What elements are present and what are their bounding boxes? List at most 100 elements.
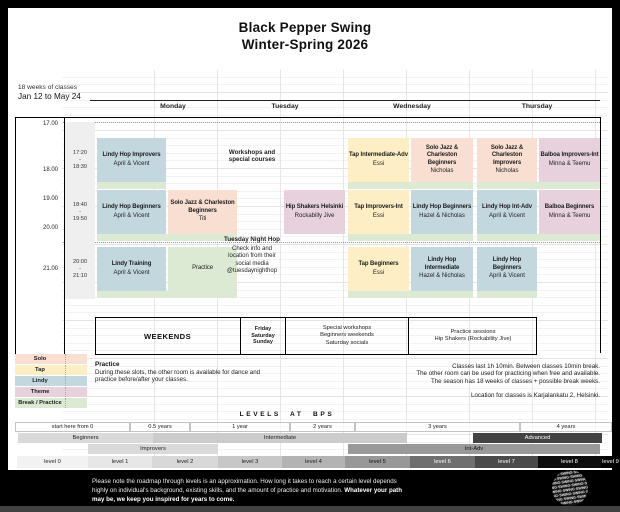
time-axis-box (15, 117, 65, 355)
time-label: 17.00 (42, 121, 58, 127)
level-cell-4: level 4 (282, 456, 345, 468)
level-cell-0: level 0 (17, 456, 88, 468)
class-cell-monday-slot2-col1: Practice (168, 247, 237, 291)
class-cell-wednesday-slot2-col1: Lindy Hop Intermediate Hazel & Nicholas (411, 247, 473, 291)
footer-note-regular: Please note the roadmap through levels i… (92, 478, 397, 494)
title-line-2: Winter-Spring 2026 (241, 37, 369, 52)
svg-text:SWING·SWING·SWING·SWING·: SWING·SWING·SWING·SWING· (551, 471, 589, 482)
level-cell-9: level 9 (601, 456, 620, 468)
legend-row-solo: Solo (15, 354, 87, 364)
break-strip (477, 291, 537, 298)
weekends-box (95, 317, 537, 355)
break-strip (348, 182, 473, 189)
info-note-line: Classes last 1h 10min. Between classes 1… (452, 363, 600, 370)
level-cell-3: level 3 (218, 456, 282, 468)
svg-text:SWING·SWING·SWING·SWING·: SWING·SWING·SWING·SWING· (551, 492, 589, 503)
class-cell-thursday-slot2-col0: Lindy Hop Beginners April & Vicent (477, 247, 537, 291)
tuesday-night-hop-title: Tuesday Night Hop (224, 236, 280, 243)
svg-text:SWING·SWING·SWING·SWING·: SWING·SWING·SWING·SWING· (551, 469, 589, 478)
band-intermediate: Intermediate (153, 433, 407, 443)
season-weeks: 18 weeks of classes (18, 84, 78, 91)
years-cell: 3 years (355, 422, 520, 432)
level-cell-2: level 2 (152, 456, 218, 468)
svg-text:SWING·SWING·SWING·SWING·: SWING·SWING·SWING·SWING· (551, 483, 589, 494)
svg-text:SWING·SWING·SWING·SWING·: SWING·SWING·SWING·SWING· (551, 480, 589, 491)
weekends-days: Friday Saturday Sunday (240, 317, 285, 355)
years-cell: 4 years (520, 422, 612, 432)
footer-note-bold: Whatever your path may be, we keep you i… (92, 487, 403, 503)
class-cell-thursday-slot0-col1: Balboa Improvers-Int Minna & Teemu (539, 138, 600, 182)
legend-label: Break / Practice (15, 398, 66, 408)
table-right-border (600, 117, 601, 353)
info-note-line: The other room can be used for practicin… (416, 370, 600, 378)
svg-text:SWING·SWING·SWING·SWING·: SWING·SWING·SWING·SWING· (551, 496, 589, 507)
day-header-rule (90, 100, 600, 101)
break-strip (97, 234, 237, 241)
info-note-line: The season has 18 weeks of classes + pos… (430, 377, 600, 385)
class-cell-monday-slot0-col0: Lindy Hop Improvers April & Vicent (97, 138, 166, 182)
break-strip (477, 234, 600, 241)
window-bottom-strip (0, 506, 620, 512)
tuesday-workshops-note: Workshops and special courses (228, 149, 276, 164)
class-cell-wednesday-slot2-col0: Tap Beginners Essi (348, 247, 409, 291)
break-strip (348, 291, 473, 298)
class-cell-wednesday-slot1-col1: Lindy Hop Beginners Hazel & Nicholas (411, 190, 473, 234)
title-line-1: Black Pepper Swing (238, 20, 372, 35)
day-header-tuesday: Tuesday (271, 103, 299, 110)
legend-label: Tap (15, 365, 66, 375)
svg-text:SWING·SWING·SWING·SWING·: SWING·SWING·SWING·SWING· (551, 488, 589, 499)
class-cell-tuesday-slot1-col1: Hip Shakers Helsinki Rockabilly Jive (284, 190, 345, 234)
level-cell-8: level 8 (538, 456, 601, 468)
legend-row-tap: Tap (15, 365, 87, 375)
class-cell-wednesday-slot0-col0: Tap Intermediate-Adv Essi (348, 138, 409, 182)
band-advanced: Advanced (473, 433, 602, 443)
break-strip (477, 182, 600, 189)
footer-note: Please note the roadmap through levels i… (92, 477, 414, 504)
class-cell-wednesday-slot1-col0: Tap Improvers-Int Essi (348, 190, 409, 234)
season-info: 18 weeks of classes Jan 12 to May 24 (18, 84, 81, 101)
season-dates: Jan 12 to May 24 (18, 92, 81, 101)
class-cell-thursday-slot1-col0: Lindy Hop Int-Adv April & Vicent (477, 190, 537, 234)
day-header-thursday: Thursday (521, 103, 553, 110)
class-cell-thursday-slot1-col1: Balboa Beginners Minna & Teemu (539, 190, 600, 234)
page-title: Black Pepper Swing Winter-Spring 2026 (120, 19, 490, 53)
level-cell-6: level 6 (410, 456, 475, 468)
legend-label: Solo (15, 354, 66, 364)
weekends-practice: Practice sessions Hip Shakers (Rockabili… (408, 317, 537, 355)
day-header-wednesday: Wednesday (393, 103, 431, 110)
slot-time-column (65, 122, 95, 299)
band-improvers: Improvers (88, 444, 218, 454)
dotted-line-1700 (63, 122, 600, 123)
time-label: 20.00 (42, 225, 58, 231)
class-cell-monday-slot2-col0: Lindy Training April & Vicent (97, 247, 166, 291)
table-top-border (15, 117, 600, 118)
slot-time-2: 20:00-21:10 (73, 258, 87, 279)
bps-logo-stamp: SWING·SWING·SWING·SWING·SWING·SWING·SWIN… (551, 469, 589, 507)
legend-label: Lindy (15, 376, 66, 386)
years-cell: start here from 0 (15, 422, 130, 432)
band-beginners: Beginners (18, 433, 153, 443)
dotted-line-2000 (63, 242, 600, 243)
slot-time-1: 18:40-19:50 (73, 201, 87, 222)
level-cell-7: level 7 (475, 456, 538, 468)
level-cell-1: level 1 (88, 456, 152, 468)
break-strip (97, 182, 166, 189)
class-cell-thursday-slot0-col0: Solo Jazz & Charleston Improvers Nicholas (477, 138, 537, 182)
weekends-label: WEEKENDS (143, 331, 192, 341)
class-cell-wednesday-slot0-col1: Solo Jazz & Charleston Beginners Nicholas (411, 138, 473, 182)
class-cell-monday-slot1-col0: Lindy Hop Beginners April & Vicent (97, 190, 166, 234)
years-cell: 0.5 years (130, 422, 190, 432)
time-label: 19.00 (42, 196, 58, 202)
level-cell-5: level 5 (345, 456, 410, 468)
years-cell: 1 year (190, 422, 290, 432)
legend-row-lindy: Lindy (15, 376, 87, 386)
time-label: 21.00 (42, 266, 58, 272)
slot-time-0: 17:20-18:30 (73, 149, 87, 170)
break-strip (97, 291, 237, 298)
band-intadv: Int-Adv (348, 444, 600, 454)
break-strip (348, 234, 473, 241)
info-notes: Classes last 1h 10min. Between classes 1… (290, 363, 600, 400)
tuesday-night-hop-body: Check info and location from their socia… (226, 246, 278, 275)
legend-label: Theme (15, 387, 66, 397)
